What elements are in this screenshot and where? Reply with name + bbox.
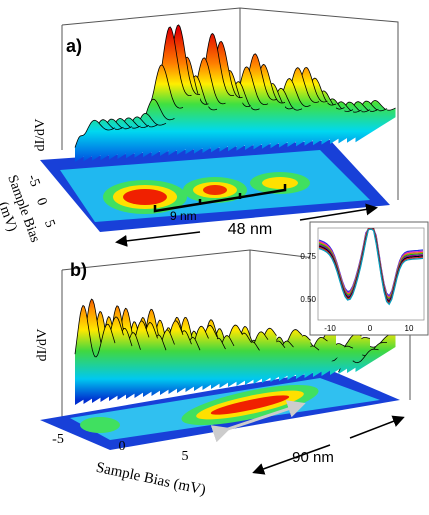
ridge (338, 349, 379, 374)
surface-a (74, 24, 396, 162)
ridge (74, 119, 116, 148)
inset-xtick: 10 (405, 324, 414, 333)
inset-xtick: -10 (324, 324, 336, 333)
inset-ytick: 0.50 (300, 295, 316, 304)
ridge (347, 342, 387, 373)
y-label: dI/dV (33, 119, 48, 152)
panel-label: b) (70, 260, 87, 280)
bias-tick: 5 (41, 218, 57, 230)
bias-tick: 5 (182, 449, 189, 464)
spacing-label: 9 nm (170, 209, 197, 223)
map-b (40, 370, 400, 450)
bias-tick: -5 (24, 173, 42, 189)
surface-b (74, 298, 396, 405)
ridge (318, 228, 424, 306)
length-label: 48 nm (228, 221, 272, 238)
map-a (40, 140, 390, 232)
bias-tick: 0 (119, 439, 126, 454)
bias-tick: -5 (52, 432, 64, 447)
inset: 0.75 0.50 -10 0 10 (300, 221, 429, 336)
panel-label: a) (66, 36, 82, 56)
ridge (75, 120, 115, 162)
ridge (75, 305, 115, 405)
inset-ytick: 0.75 (300, 252, 316, 261)
bias-label: Sample Bias (mV) (95, 460, 208, 499)
inset-xtick: 0 (368, 324, 373, 333)
y-label: dI/dV (35, 329, 50, 362)
length-label: 90 nm (292, 449, 334, 466)
ridge (74, 304, 116, 358)
bias-tick: 0 (33, 196, 49, 208)
